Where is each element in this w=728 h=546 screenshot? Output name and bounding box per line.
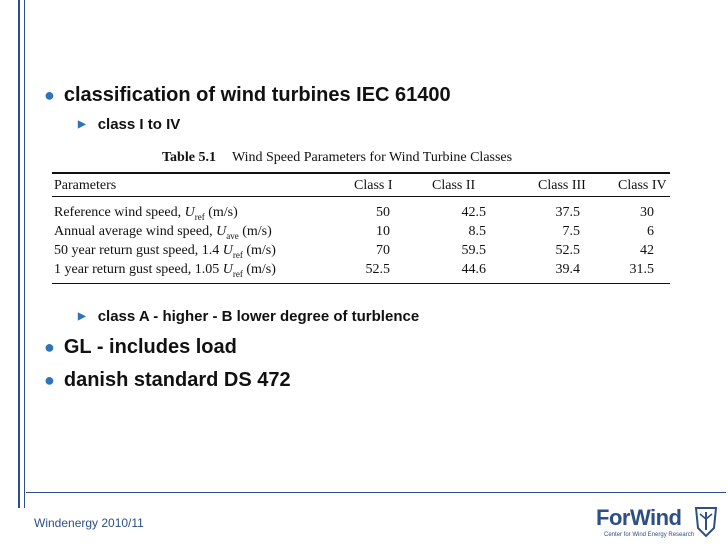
- table-value-cell: 59.5: [461, 243, 487, 258]
- table-value-cell: 37.5: [555, 205, 581, 220]
- bullet-text: class I to IV: [97, 116, 181, 133]
- table-value-cell: 30: [640, 205, 654, 220]
- table-header-cell: Class I: [354, 178, 393, 193]
- table-value-cell: 6: [647, 224, 654, 239]
- table-header-cell: Class III: [538, 178, 586, 193]
- table-value-cell: 31.5: [629, 262, 655, 277]
- table-param-cell: Annual average wind speed, Uave (m/s): [54, 224, 272, 241]
- table-value-cell: 42.5: [461, 205, 487, 220]
- table-header-rule: [52, 196, 670, 197]
- bullet-item-2: ▶ class I to IV: [78, 116, 180, 133]
- bullet-item-1: ● classification of wind turbines IEC 61…: [44, 84, 451, 107]
- table-param-cell: 1 year return gust speed, 1.05 Uref (m/s…: [54, 262, 276, 279]
- table-param-cell: 50 year return gust speed, 1.4 Uref (m/s…: [54, 243, 276, 260]
- table-caption: Table 5.1 Wind Speed Parameters for Wind …: [162, 150, 512, 166]
- triangle-bullet-icon: ▶: [78, 119, 86, 130]
- table-top-rule: [52, 172, 670, 174]
- bullet-item-5: ● danish standard DS 472: [44, 369, 291, 392]
- left-border-line: [18, 0, 20, 508]
- bullet-dot-icon: ●: [44, 85, 55, 105]
- table-value-cell: 42: [640, 243, 654, 258]
- table-value-cell: 52.5: [555, 243, 581, 258]
- turbine-logo-icon: [694, 507, 718, 538]
- table-header-cell: Class IV: [618, 178, 667, 193]
- table-value-cell: 50: [376, 205, 390, 220]
- table-value-cell: 44.6: [461, 262, 487, 277]
- table-value-cell: 39.4: [555, 262, 581, 277]
- bullet-item-4: ● GL - includes load: [44, 336, 237, 359]
- bullet-text: danish standard DS 472: [63, 369, 291, 391]
- logo-subtitle: Center for Wind Energy Research: [604, 532, 695, 538]
- table-value-cell: 10: [376, 224, 390, 239]
- footer-divider: [26, 492, 726, 493]
- table-value-cell: 52.5: [365, 262, 391, 277]
- table-value-cell: 7.5: [562, 224, 581, 239]
- bullet-dot-icon: ●: [44, 337, 55, 357]
- table-header-cell: Parameters: [54, 178, 117, 193]
- table-header-cell: Class II: [432, 178, 476, 193]
- table-number: Table 5.1: [162, 150, 216, 165]
- table-bottom-rule: [52, 283, 670, 284]
- table-value-cell: 8.5: [468, 224, 487, 239]
- forwind-logo: ForWind Center for Wind Energy Research: [596, 503, 722, 543]
- bullet-text: classification of wind turbines IEC 6140…: [63, 84, 451, 106]
- table-title: Wind Speed Parameters for Wind Turbine C…: [231, 150, 513, 165]
- table-param-cell: Reference wind speed, Uref (m/s): [54, 205, 238, 222]
- bullet-text: GL - includes load: [63, 336, 237, 358]
- logo-wordmark: ForWind: [596, 505, 682, 530]
- bullet-item-3: ▶ class A - higher - B lower degree of t…: [78, 308, 419, 325]
- bullet-text: class A - higher - B lower degree of tur…: [97, 308, 420, 325]
- table-value-cell: 70: [376, 243, 390, 258]
- triangle-bullet-icon: ▶: [78, 311, 86, 322]
- left-border-line-inner: [24, 0, 25, 508]
- bullet-dot-icon: ●: [44, 370, 55, 390]
- footer-course-label: Windenergy 2010/11: [34, 516, 144, 530]
